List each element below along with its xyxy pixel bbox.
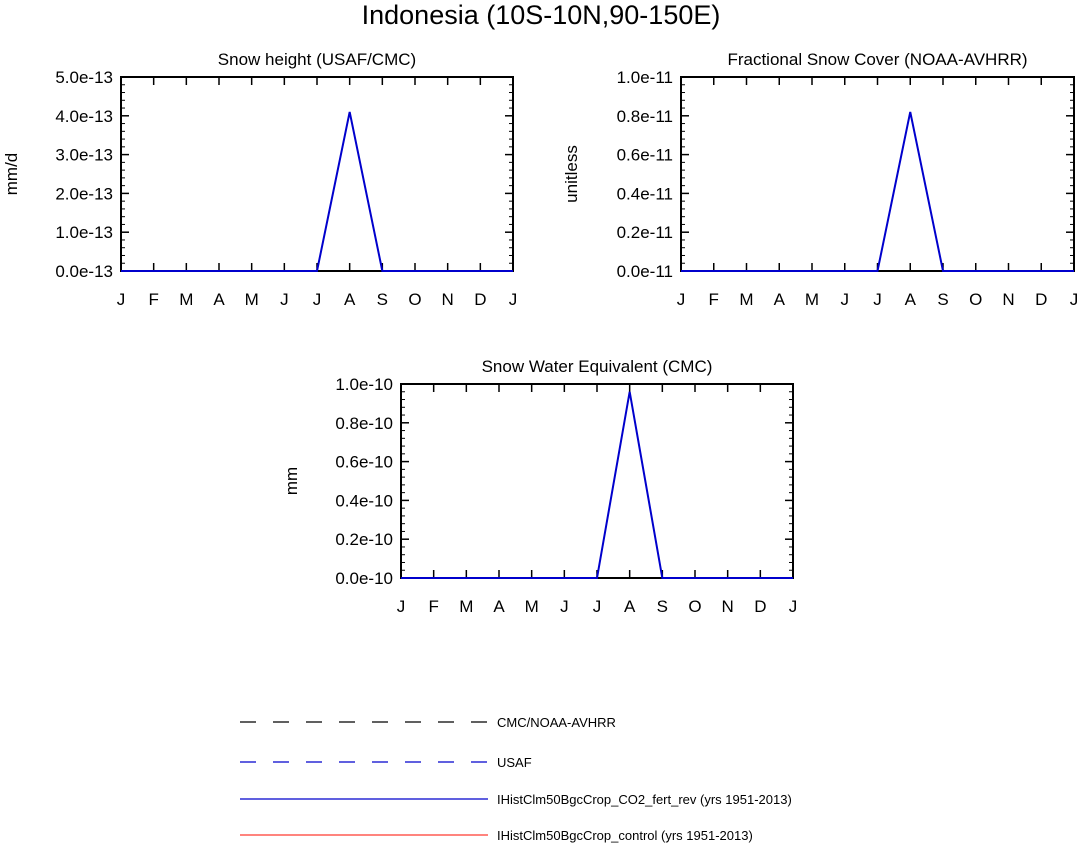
y-tick-label: 0.6e-10 bbox=[335, 453, 393, 472]
x-tick-label: D bbox=[474, 290, 486, 309]
series-line-1 bbox=[121, 111, 513, 272]
x-tick-label: S bbox=[657, 597, 668, 616]
x-tick-label: J bbox=[841, 290, 850, 309]
x-tick-label: M bbox=[805, 290, 819, 309]
x-tick-label: M bbox=[739, 290, 753, 309]
y-axis-label: unitless bbox=[562, 145, 581, 203]
y-tick-label: 5.0e-13 bbox=[55, 68, 113, 87]
legend-entry: USAF bbox=[240, 755, 532, 770]
x-tick-label: M bbox=[525, 597, 539, 616]
x-tick-label: N bbox=[722, 597, 734, 616]
legend-entry: IHistClm50BgcCrop_CO2_fert_rev (yrs 1951… bbox=[240, 792, 792, 807]
x-tick-label: N bbox=[442, 290, 454, 309]
x-tick-label: M bbox=[459, 597, 473, 616]
y-tick-label: 0.2e-11 bbox=[617, 223, 673, 242]
y-tick-label: 0.0e-13 bbox=[55, 262, 113, 281]
y-tick-label: 0.0e-10 bbox=[335, 569, 393, 588]
x-tick-label: A bbox=[493, 597, 505, 616]
x-tick-label: F bbox=[148, 290, 158, 309]
x-tick-label: O bbox=[969, 290, 982, 309]
y-tick-label: 0.4e-11 bbox=[617, 184, 673, 203]
x-tick-label: D bbox=[754, 597, 766, 616]
legend-label: IHistClm50BgcCrop_CO2_fert_rev (yrs 1951… bbox=[497, 792, 792, 807]
x-tick-label: O bbox=[408, 290, 421, 309]
chart-title: Snow Water Equivalent (CMC) bbox=[482, 357, 713, 376]
legend-entry: CMC/NOAA-AVHRR bbox=[240, 715, 616, 730]
legend-label: CMC/NOAA-AVHRR bbox=[497, 715, 616, 730]
x-tick-label: J bbox=[873, 290, 882, 309]
y-tick-label: 0.0e-11 bbox=[617, 262, 673, 281]
x-tick-label: A bbox=[905, 290, 917, 309]
x-tick-label: J bbox=[509, 290, 518, 309]
y-tick-label: 0.8e-10 bbox=[335, 414, 393, 433]
chart-panel-3: Snow Water Equivalent (CMC) mm 0.0e-10 0.2e… bbox=[282, 357, 797, 616]
x-tick-label: J bbox=[560, 597, 569, 616]
legend-entry: IHistClm50BgcCrop_control (yrs 1951-2013… bbox=[240, 828, 753, 843]
y-tick-label: 3.0e-13 bbox=[55, 146, 113, 165]
x-tick-label: J bbox=[1070, 290, 1079, 309]
plot-frame bbox=[120, 76, 514, 272]
y-axis-label: mm/d bbox=[2, 153, 21, 196]
chart-panel-1: Snow height (USAF/CMC) mm/d 0.0e-13 1.0e-13… bbox=[2, 50, 517, 309]
plot-frame bbox=[400, 383, 794, 579]
y-tick-label: 1.0e-10 bbox=[335, 375, 393, 394]
legend-label: IHistClm50BgcCrop_control (yrs 1951-2013… bbox=[497, 828, 753, 843]
x-tick-label: J bbox=[280, 290, 289, 309]
y-tick-label: 0.4e-10 bbox=[335, 491, 393, 510]
x-tick-label: S bbox=[377, 290, 388, 309]
legend: CMC/NOAA-AVHRR USAF IHistClm50BgcCrop_CO2_… bbox=[240, 715, 792, 843]
x-tick-label: A bbox=[774, 290, 786, 309]
chart-title: Snow height (USAF/CMC) bbox=[218, 50, 416, 69]
x-tick-label: J bbox=[677, 290, 686, 309]
y-tick-label: 1.0e-13 bbox=[55, 223, 113, 242]
x-tick-label: D bbox=[1035, 290, 1047, 309]
series-line-1 bbox=[681, 111, 1074, 272]
panels: Snow height (USAF/CMC) mm/d 0.0e-13 1.0e-13… bbox=[2, 50, 1078, 616]
x-tick-label: A bbox=[213, 290, 225, 309]
y-tick-label: 2.0e-13 bbox=[55, 184, 113, 203]
x-tick-label: F bbox=[428, 597, 438, 616]
y-tick-label: 1.0e-11 bbox=[617, 68, 673, 87]
x-tick-label: M bbox=[179, 290, 193, 309]
x-tick-label: J bbox=[117, 290, 126, 309]
y-tick-label: 0.6e-11 bbox=[617, 146, 673, 165]
y-tick-label: 4.0e-13 bbox=[55, 107, 113, 126]
x-tick-label: M bbox=[245, 290, 259, 309]
x-tick-label: J bbox=[313, 290, 322, 309]
series-line-1 bbox=[401, 391, 793, 579]
legend-label: USAF bbox=[497, 755, 532, 770]
x-tick-label: F bbox=[709, 290, 719, 309]
x-tick-label: S bbox=[937, 290, 948, 309]
chart-title: Fractional Snow Cover (NOAA-AVHRR) bbox=[727, 50, 1027, 69]
x-tick-label: J bbox=[397, 597, 406, 616]
x-tick-label: N bbox=[1002, 290, 1014, 309]
x-tick-label: J bbox=[789, 597, 798, 616]
x-tick-label: J bbox=[593, 597, 602, 616]
y-tick-label: 0.8e-11 bbox=[617, 107, 673, 126]
chart-panel-2: Fractional Snow Cover (NOAA-AVHRR) unitle… bbox=[562, 50, 1078, 309]
x-tick-label: A bbox=[344, 290, 356, 309]
y-axis-label: mm bbox=[282, 467, 301, 495]
plot-frame bbox=[680, 76, 1075, 272]
figure-title: Indonesia (10S-10N,90-150E) bbox=[362, 0, 721, 30]
x-tick-label: A bbox=[624, 597, 636, 616]
y-tick-label: 0.2e-10 bbox=[335, 530, 393, 549]
x-tick-label: O bbox=[688, 597, 701, 616]
